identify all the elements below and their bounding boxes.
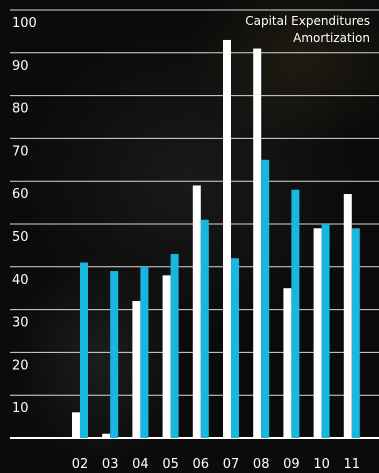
bar-amortization-08: [261, 159, 270, 439]
legend-entry-capital-expenditures: Capital Expenditures: [245, 14, 370, 28]
bar-amortization-10: [321, 224, 330, 438]
y-tick-label-60: 60: [12, 187, 29, 202]
x-tick-label-04: 04: [132, 457, 149, 472]
y-tick-label-80: 80: [12, 102, 29, 117]
y-tick-label-100: 100: [12, 16, 37, 31]
bar-capital-expenditures-05: [162, 275, 171, 438]
y-tick-label-90: 90: [12, 59, 29, 74]
bar-amortization-09: [291, 189, 300, 438]
x-tick-label-07: 07: [223, 457, 240, 472]
axis-labels: 10 20 30 40 50 60 70 80 90 100 02 03 04 05 06 07 08 09 10 1…: [12, 16, 360, 472]
x-tick-label-10: 10: [313, 457, 330, 472]
y-tick-label-70: 70: [12, 144, 29, 159]
bar-amortization-03: [110, 271, 119, 438]
bar-capital-expenditures-03: [102, 433, 111, 438]
bar-capital-expenditures-08: [253, 48, 262, 439]
x-tick-label-02: 02: [72, 457, 89, 472]
y-tick-label-30: 30: [12, 316, 29, 331]
x-tick-label-03: 03: [102, 457, 119, 472]
bar-amortization-05: [170, 253, 179, 438]
x-tick-label-11: 11: [344, 457, 361, 472]
y-tick-label-20: 20: [12, 358, 29, 373]
bar-capital-expenditures-02: [72, 412, 80, 438]
bar-amortization-04: [140, 266, 149, 438]
bar-capital-expenditures-10: [313, 228, 322, 438]
x-tick-label-06: 06: [193, 457, 210, 472]
y-tick-label-50: 50: [12, 230, 29, 245]
bar-capital-expenditures-07: [223, 39, 231, 439]
y-tick-label-10: 10: [12, 401, 29, 416]
x-tick-label-08: 08: [253, 457, 270, 472]
bar-capital-expenditures-09: [283, 288, 292, 438]
legend: Capital Expenditures Amortization: [245, 14, 370, 45]
bar-amortization-11: [351, 228, 360, 438]
y-tick-label-40: 40: [12, 273, 29, 288]
x-tick-label-05: 05: [162, 457, 179, 472]
bar-amortization-06: [200, 219, 209, 438]
bar-capital-expenditures-06: [192, 185, 201, 438]
x-tick-label-09: 09: [283, 457, 300, 472]
legend-entry-amortization: Amortization: [293, 31, 370, 45]
bar-amortization-07: [231, 258, 239, 438]
bar-amortization-02: [80, 262, 88, 438]
bar-capital-expenditures-11: [343, 194, 352, 438]
bars: [72, 39, 360, 439]
bar-capital-expenditures-04: [132, 301, 141, 438]
